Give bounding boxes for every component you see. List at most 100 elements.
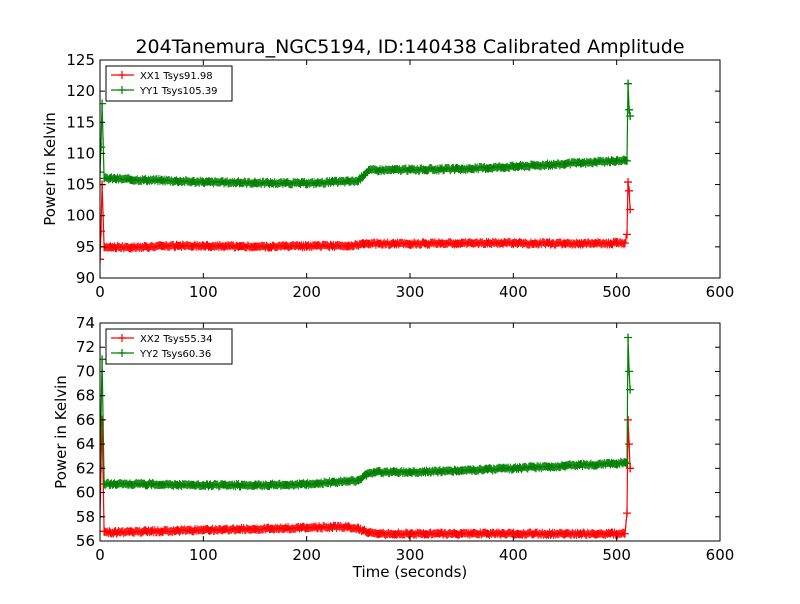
data-point <box>354 176 363 185</box>
data-point <box>612 156 621 165</box>
x-tick-label: 100 <box>189 283 218 301</box>
data-point <box>620 529 629 538</box>
series-2 <box>100 79 635 189</box>
data-point <box>369 467 378 476</box>
data-point <box>612 459 621 468</box>
y-axis-label: Power in Kelvin <box>52 375 70 489</box>
data-point <box>624 415 633 424</box>
y-tick-label: 120 <box>66 82 95 100</box>
data-point <box>106 174 115 183</box>
data-point <box>625 440 634 449</box>
data-point <box>364 166 373 175</box>
series-1 <box>100 178 635 264</box>
legend-entry: YY1 Tsys105.39 <box>111 86 218 97</box>
data-point <box>106 242 115 251</box>
x-tick-label: 400 <box>499 283 528 301</box>
data-point <box>100 143 106 152</box>
data-point <box>100 227 106 236</box>
x-tick-label: 500 <box>602 283 631 301</box>
y-tick-label: 66 <box>76 411 95 429</box>
data-point <box>612 239 621 248</box>
data-point <box>251 524 259 533</box>
plots-group: 0 100 200 300 400 500 600909510010511011512012… <box>41 51 734 564</box>
data-point <box>625 105 634 114</box>
data-point <box>251 178 259 187</box>
data-point <box>626 385 635 394</box>
data-point <box>199 241 208 250</box>
x-tick-label: 600 <box>706 546 735 564</box>
data-point <box>626 112 635 121</box>
data-point <box>457 239 466 248</box>
legend-label: XX1 Tsys91.98 <box>140 71 213 82</box>
data-point <box>100 527 109 536</box>
data-point <box>354 476 363 485</box>
x-tick-label: 200 <box>292 283 321 301</box>
data-point <box>624 333 633 342</box>
y-axis-label: Power in Kelvin <box>41 112 59 226</box>
data-point <box>359 171 368 180</box>
data-point <box>626 205 635 214</box>
data-point <box>623 230 631 239</box>
data-point <box>344 241 352 250</box>
legend-label: YY2 Tsys60.36 <box>139 349 211 360</box>
y-tick-label: 56 <box>76 532 95 550</box>
data-point <box>375 529 383 538</box>
data-point <box>509 239 518 248</box>
legend-marker <box>118 334 126 342</box>
x-tick-label: 0 <box>95 283 105 301</box>
x-tick-label: 100 <box>189 546 218 564</box>
data-point <box>302 523 311 532</box>
y-tick-label: 58 <box>76 508 95 526</box>
data-point <box>406 239 414 248</box>
y-tick-label: 74 <box>76 314 95 332</box>
data-point <box>199 178 208 187</box>
chart-title: 204Tanemura_NGC5194, ID:140438 Calibrate… <box>135 36 684 58</box>
data-point <box>561 461 569 470</box>
x-tick-label: 0 <box>95 546 105 564</box>
data-point <box>364 239 373 248</box>
data-point <box>199 526 208 535</box>
x-axis-label: Time (seconds) <box>352 563 468 581</box>
data-point <box>251 242 259 251</box>
data-point <box>624 79 633 88</box>
data-point <box>625 186 634 195</box>
data-point <box>457 529 466 538</box>
data-point <box>509 464 518 473</box>
data-point <box>620 239 629 248</box>
data-point <box>100 168 104 177</box>
data-point <box>364 528 373 537</box>
data-point <box>302 179 311 188</box>
legend-box <box>105 328 233 365</box>
data-point <box>344 522 352 531</box>
legend-label: XX2 Tsys55.34 <box>140 334 213 345</box>
data-point <box>626 464 635 473</box>
data-point <box>561 529 569 538</box>
legend-box <box>105 65 233 102</box>
y-tick-label: 110 <box>66 144 95 162</box>
x-tick-label: 500 <box>602 546 631 564</box>
data-point <box>624 178 633 187</box>
x-tick-label: 400 <box>499 546 528 564</box>
y-tick-label: 125 <box>66 51 95 69</box>
data-point <box>100 99 107 108</box>
x-tick-label: 200 <box>292 546 321 564</box>
y-tick-label: 95 <box>76 238 95 256</box>
data-point <box>509 162 518 171</box>
data-point <box>623 509 631 518</box>
legend-entry: XX2 Tsys55.34 <box>111 334 213 345</box>
data-point <box>127 243 135 252</box>
data-point <box>354 524 363 533</box>
data-point <box>406 467 414 476</box>
legend-marker <box>118 349 126 357</box>
legend-entry: XX1 Tsys91.98 <box>111 71 213 82</box>
legend-marker <box>118 86 126 94</box>
data-point <box>147 527 156 536</box>
y-tick-label: 62 <box>76 459 95 477</box>
y-tick-label: 115 <box>66 113 95 131</box>
data-point <box>158 176 166 185</box>
legend-marker <box>118 71 126 79</box>
data-point <box>106 480 115 489</box>
series-1 <box>100 415 635 540</box>
